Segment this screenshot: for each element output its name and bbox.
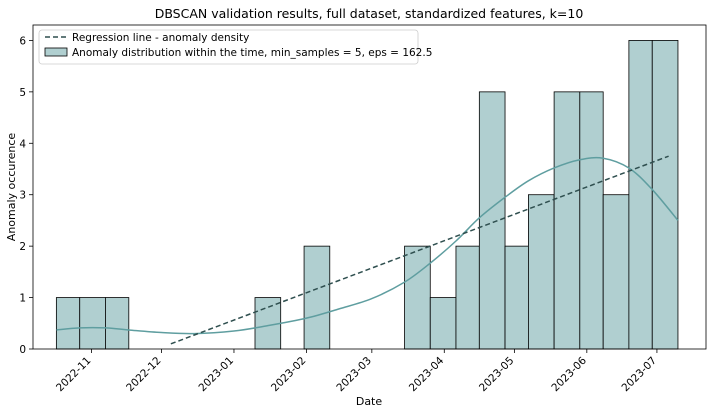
y-tick-label: 3: [19, 190, 26, 202]
histogram-bar: [602, 194, 630, 350]
x-tick-label: 2022-12: [124, 355, 164, 395]
chart-title: DBSCAN validation results, full dataset,…: [155, 6, 584, 21]
histogram-bar: [455, 245, 480, 350]
x-tick-label: 2023-03: [334, 355, 374, 395]
kde-density-curve: [56, 156, 679, 335]
y-tick-label: 0: [19, 344, 26, 356]
x-axis: 2022-11 2022-12 2023-01 2023-02 2023-03 2023-…: [54, 349, 659, 394]
histogram-bar: [628, 40, 653, 350]
histogram-bar: [404, 245, 431, 350]
regression-line: [170, 155, 669, 345]
legend-box: [38, 29, 419, 65]
legend-histogram-label: Anomaly distribution within the time, mi…: [72, 47, 432, 59]
histogram-bar: [579, 91, 604, 350]
x-tick-label: 2023-04: [407, 354, 447, 394]
x-tick-label: 2023-01: [197, 355, 237, 395]
histogram-bar: [55, 297, 81, 350]
y-tick-label: 6: [19, 35, 26, 47]
legend: Regression line - anomaly density Anomal…: [38, 29, 432, 65]
x-axis-label: Date: [356, 395, 383, 408]
histogram-bar: [504, 245, 529, 350]
legend-histogram-swatch: [44, 47, 68, 57]
histogram-bar: [478, 91, 506, 350]
plot-area: 0 1 2 3 4 5 6 2022-11 2022-12 2023-01 2023-02 2023…: [19, 24, 707, 394]
y-axis-label: Anomaly occurence: [5, 133, 18, 242]
histogram-bar: [105, 297, 130, 350]
x-tick-label: 2023-02: [269, 355, 309, 395]
x-tick-label: 2023-05: [477, 355, 517, 395]
x-tick-label: 2023-06: [549, 354, 589, 394]
histogram-bar: [429, 297, 457, 350]
histogram-bar: [79, 297, 106, 350]
y-tick-label: 2: [19, 241, 26, 253]
y-tick-label: 4: [19, 138, 26, 150]
x-tick-label: 2023-07: [620, 355, 660, 395]
histogram-bar: [553, 91, 581, 350]
y-axis: 0 1 2 3 4 5 6: [19, 35, 33, 356]
plot-frame: [32, 24, 707, 350]
y-tick-label: 1: [19, 293, 26, 305]
x-tick-label: 2022-11: [54, 355, 94, 395]
legend-regression-label: Regression line - anomaly density: [72, 32, 249, 44]
histogram-bar: [303, 245, 331, 350]
histogram-bars: [55, 40, 679, 350]
histogram-bar: [528, 194, 555, 350]
y-tick-label: 5: [19, 87, 26, 99]
histogram-bar: [254, 297, 282, 350]
